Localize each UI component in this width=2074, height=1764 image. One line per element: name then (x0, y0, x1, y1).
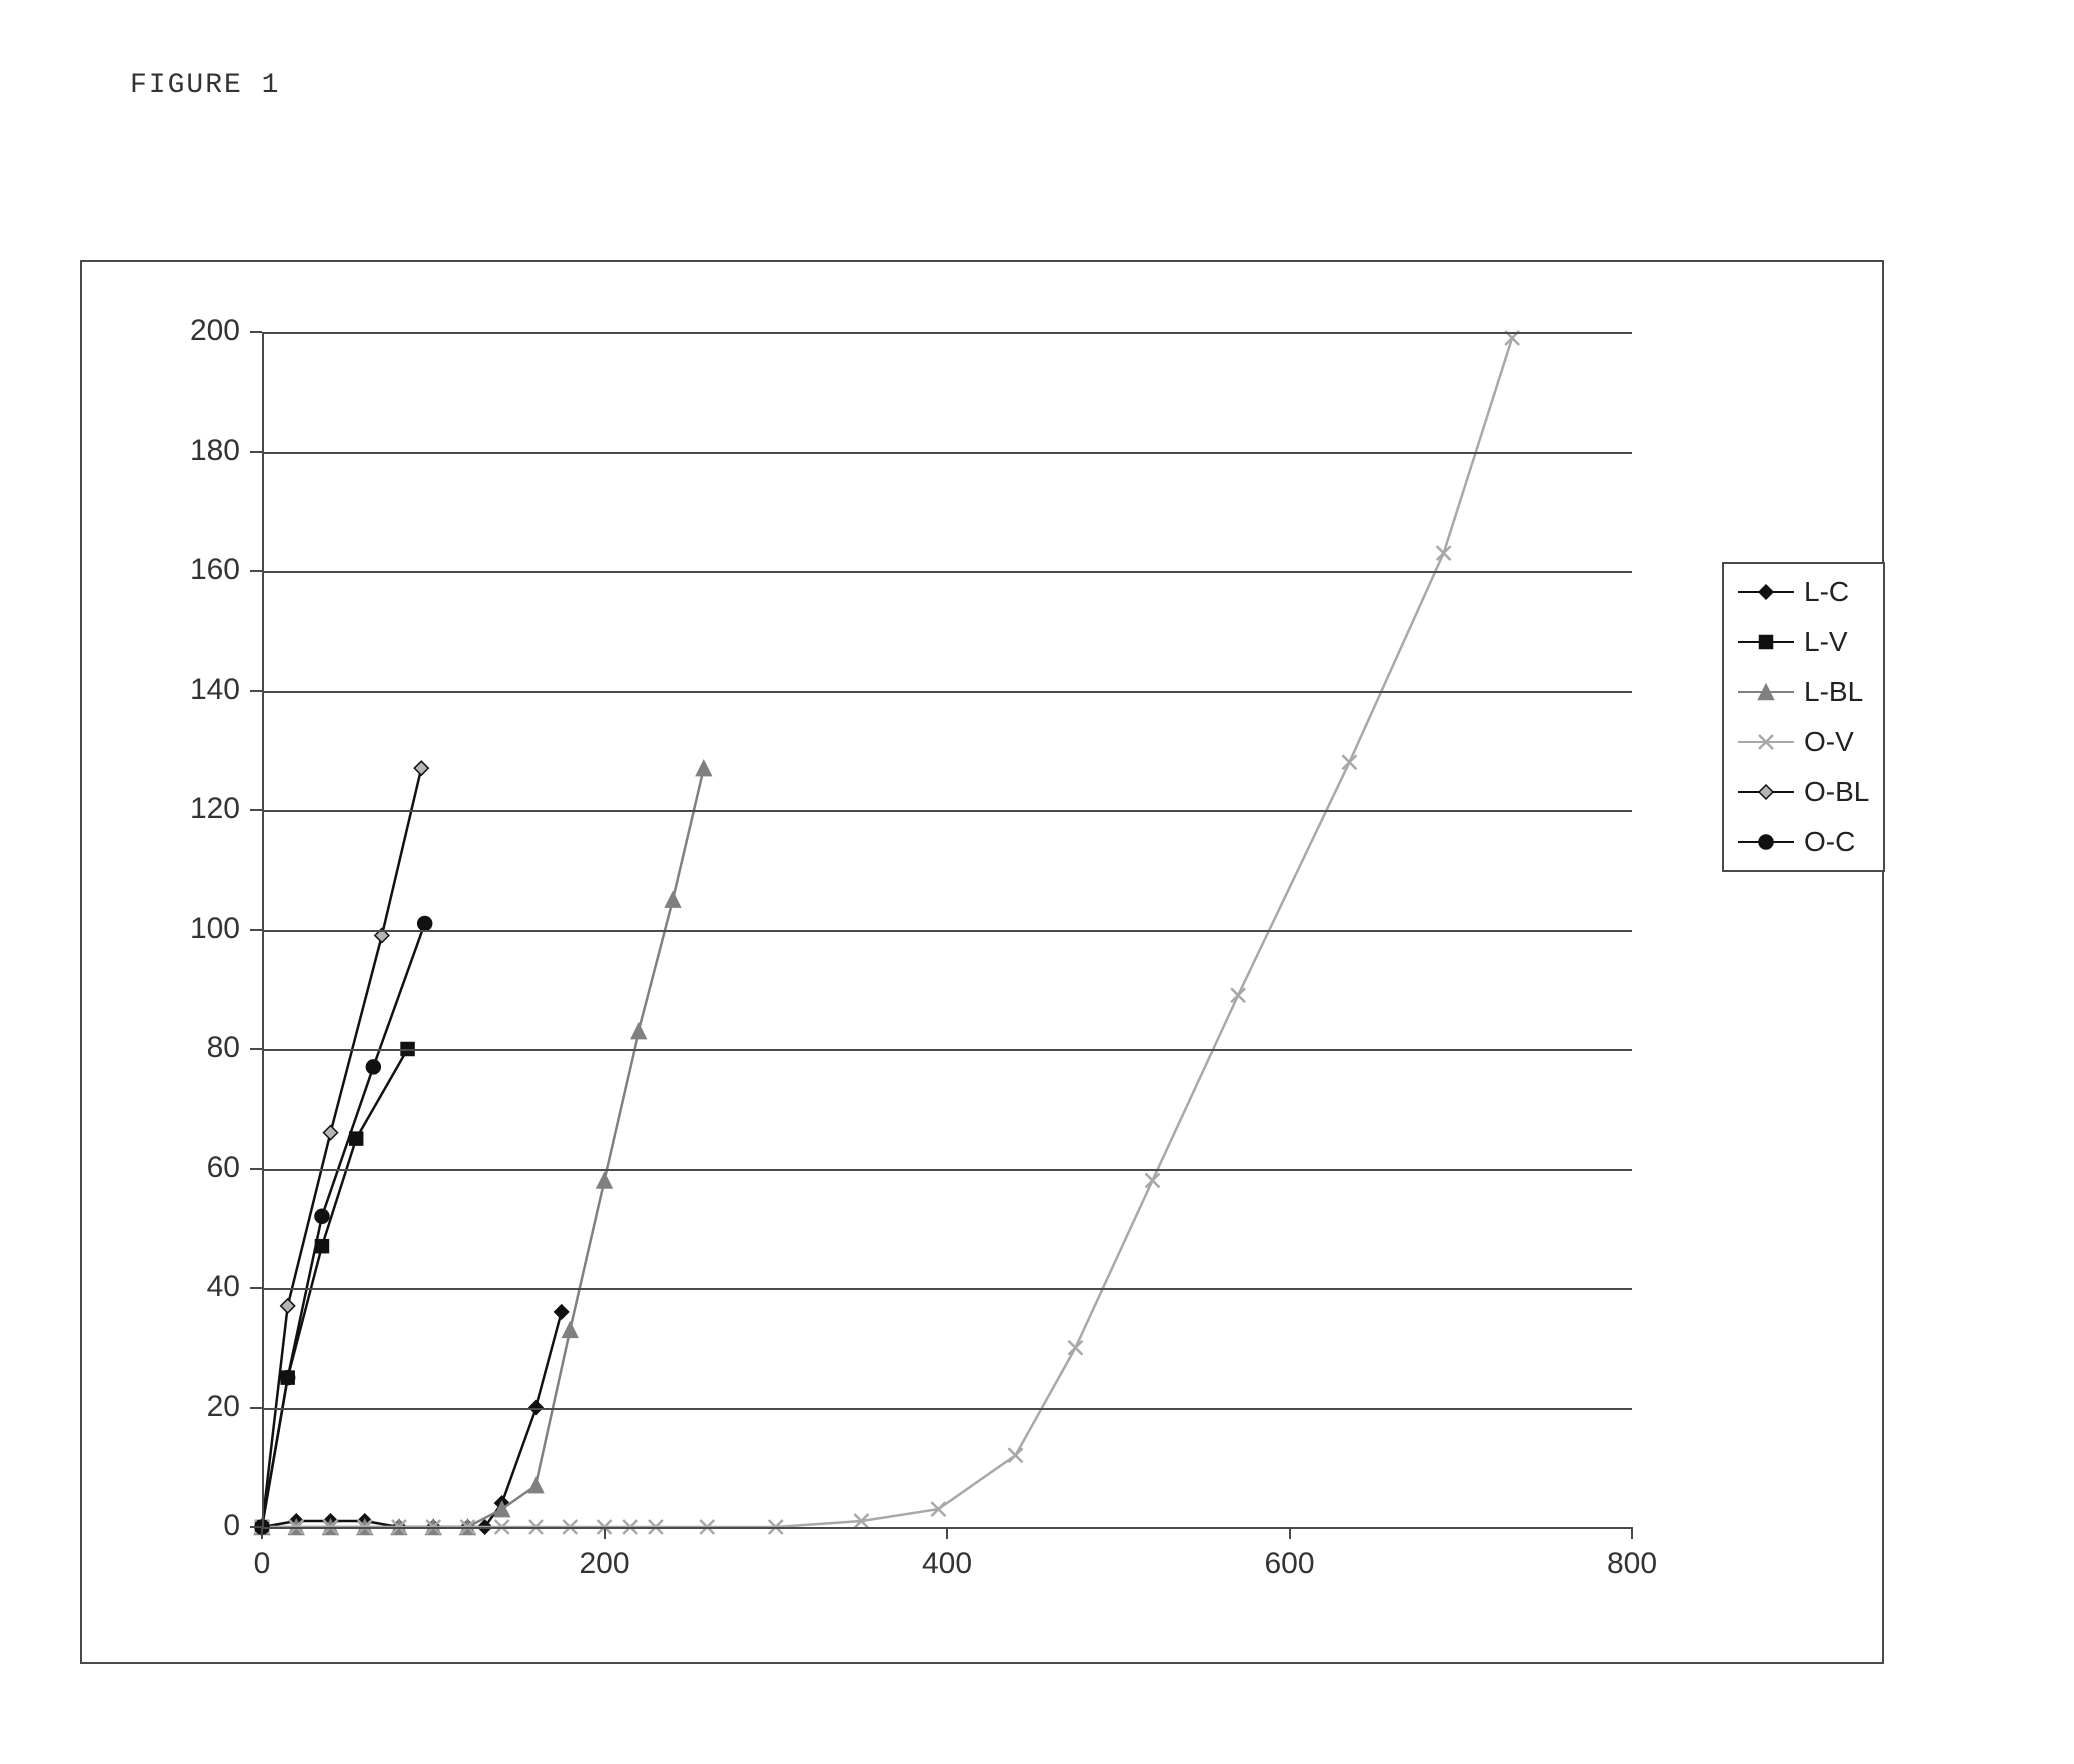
legend-swatch-L-C (1738, 582, 1794, 602)
plot-area (262, 332, 1632, 1527)
series-line-L-BL (262, 768, 704, 1527)
series-marker-L-BL (563, 1322, 578, 1337)
legend-swatch-L-V (1738, 632, 1794, 652)
x-tick (946, 1527, 948, 1539)
x-tick (1631, 1527, 1633, 1539)
gridline-h (262, 332, 1632, 334)
series-marker-O-C (281, 1371, 295, 1385)
x-tick-label: 800 (1592, 1547, 1672, 1581)
series-marker-O-BL (281, 1299, 295, 1313)
series-marker-L-BL (631, 1024, 646, 1039)
x-icon (1756, 732, 1776, 752)
diamond-icon (1756, 782, 1776, 802)
y-tick (250, 809, 262, 811)
chart-container: L-C L-V L-BL O-V O-BL O-C 0 20 40 60 80 100 120 140 1… (80, 260, 1884, 1664)
y-tick-label: 40 (207, 1270, 240, 1304)
legend-item-L-BL: L-BL (1738, 676, 1869, 708)
series-marker-O-V (1231, 988, 1245, 1002)
x-tick-label: 400 (907, 1547, 987, 1581)
y-tick (250, 1287, 262, 1289)
y-tick-label: 120 (190, 792, 240, 826)
series-marker-O-C (418, 917, 432, 931)
y-tick (250, 1407, 262, 1409)
x-tick (604, 1527, 606, 1539)
y-tick-label: 60 (207, 1151, 240, 1185)
y-tick-label: 180 (190, 434, 240, 468)
series-marker-L-BL (666, 892, 681, 907)
y-tick-label: 160 (190, 553, 240, 587)
gridline-h (262, 1408, 1632, 1410)
series-line-O-C (262, 924, 425, 1527)
y-tick (250, 570, 262, 572)
series-marker-L-V (350, 1132, 363, 1145)
y-tick-label: 80 (207, 1031, 240, 1065)
y-tick (250, 1168, 262, 1170)
legend-label: L-V (1804, 626, 1848, 658)
legend-item-O-BL: O-BL (1738, 776, 1869, 808)
series-marker-O-BL (324, 1126, 338, 1140)
y-axis (262, 332, 264, 1527)
diamond-icon (1756, 582, 1776, 602)
square-icon (1756, 632, 1776, 652)
series-marker-O-V (1437, 546, 1451, 560)
legend-swatch-L-BL (1738, 682, 1794, 702)
series-marker-O-BL (414, 761, 428, 775)
x-tick (261, 1527, 263, 1539)
series-marker-O-V (1342, 755, 1356, 769)
legend-label: O-C (1804, 826, 1855, 858)
series-marker-L-BL (696, 761, 711, 776)
gridline-h (262, 930, 1632, 932)
y-tick-label: 200 (190, 314, 240, 348)
y-tick (250, 1048, 262, 1050)
series-marker-O-C (315, 1209, 329, 1223)
y-tick-label: 140 (190, 673, 240, 707)
legend-label: O-BL (1804, 776, 1869, 808)
gridline-h (262, 452, 1632, 454)
legend-item-L-V: L-V (1738, 626, 1869, 658)
y-tick-label: 20 (207, 1390, 240, 1424)
legend-swatch-O-BL (1738, 782, 1794, 802)
y-tick (250, 690, 262, 692)
legend-item-O-V: O-V (1738, 726, 1869, 758)
series-line-L-C (262, 1312, 562, 1527)
gridline-h (262, 691, 1632, 693)
series-marker-O-V (1068, 1341, 1082, 1355)
x-tick-label: 200 (565, 1547, 645, 1581)
legend-swatch-O-C (1738, 832, 1794, 852)
gridline-h (262, 1169, 1632, 1171)
y-tick-label: 100 (190, 912, 240, 946)
gridline-h (262, 1288, 1632, 1290)
legend-label: L-C (1804, 576, 1849, 608)
gridline-h (262, 1049, 1632, 1051)
y-tick-label: 0 (223, 1509, 240, 1543)
legend-swatch-O-V (1738, 732, 1794, 752)
series-line-O-V (262, 338, 1512, 1527)
gridline-h (262, 810, 1632, 812)
legend-item-L-C: L-C (1738, 576, 1869, 608)
series-marker-O-V (1146, 1173, 1160, 1187)
legend: L-C L-V L-BL O-V O-BL O-C (1722, 562, 1885, 872)
gridline-h (262, 571, 1632, 573)
x-tick (1289, 1527, 1291, 1539)
y-tick (250, 929, 262, 931)
x-tick-label: 600 (1250, 1547, 1330, 1581)
series-marker-O-C (366, 1060, 380, 1074)
series-marker-L-BL (597, 1173, 612, 1188)
circle-icon (1756, 832, 1776, 852)
figure-label: FIGURE 1 (130, 70, 280, 101)
legend-label: L-BL (1804, 676, 1863, 708)
triangle-icon (1756, 682, 1776, 702)
series-marker-L-BL (529, 1478, 544, 1493)
series-marker-O-V (1009, 1448, 1023, 1462)
x-tick-label: 0 (222, 1547, 302, 1581)
y-tick (250, 331, 262, 333)
series-marker-L-C (555, 1305, 569, 1319)
series-line-O-BL (262, 768, 421, 1527)
legend-item-O-C: O-C (1738, 826, 1869, 858)
y-tick (250, 451, 262, 453)
legend-label: O-V (1804, 726, 1854, 758)
